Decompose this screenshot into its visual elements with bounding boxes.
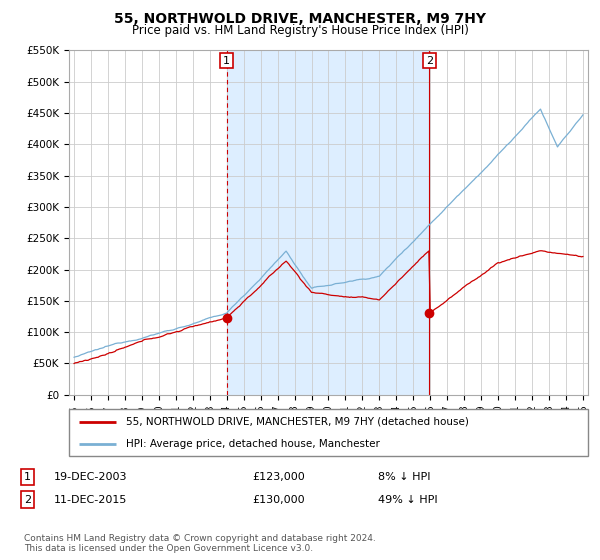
Text: 8% ↓ HPI: 8% ↓ HPI xyxy=(378,472,431,482)
Bar xyxy=(227,50,430,395)
Text: Contains HM Land Registry data © Crown copyright and database right 2024.
This d: Contains HM Land Registry data © Crown c… xyxy=(24,534,376,553)
Text: £130,000: £130,000 xyxy=(252,494,305,505)
Text: 1: 1 xyxy=(223,55,230,66)
Text: Price paid vs. HM Land Registry's House Price Index (HPI): Price paid vs. HM Land Registry's House … xyxy=(131,24,469,36)
Text: HPI: Average price, detached house, Manchester: HPI: Average price, detached house, Manc… xyxy=(126,438,380,449)
Text: £123,000: £123,000 xyxy=(252,472,305,482)
Text: 55, NORTHWOLD DRIVE, MANCHESTER, M9 7HY: 55, NORTHWOLD DRIVE, MANCHESTER, M9 7HY xyxy=(114,12,486,26)
Text: 19-DEC-2003: 19-DEC-2003 xyxy=(54,472,128,482)
Text: 11-DEC-2015: 11-DEC-2015 xyxy=(54,494,127,505)
Text: 1: 1 xyxy=(24,472,31,482)
Text: 2: 2 xyxy=(426,55,433,66)
Text: 55, NORTHWOLD DRIVE, MANCHESTER, M9 7HY (detached house): 55, NORTHWOLD DRIVE, MANCHESTER, M9 7HY … xyxy=(126,417,469,427)
Text: 49% ↓ HPI: 49% ↓ HPI xyxy=(378,494,437,505)
Text: 2: 2 xyxy=(24,494,31,505)
